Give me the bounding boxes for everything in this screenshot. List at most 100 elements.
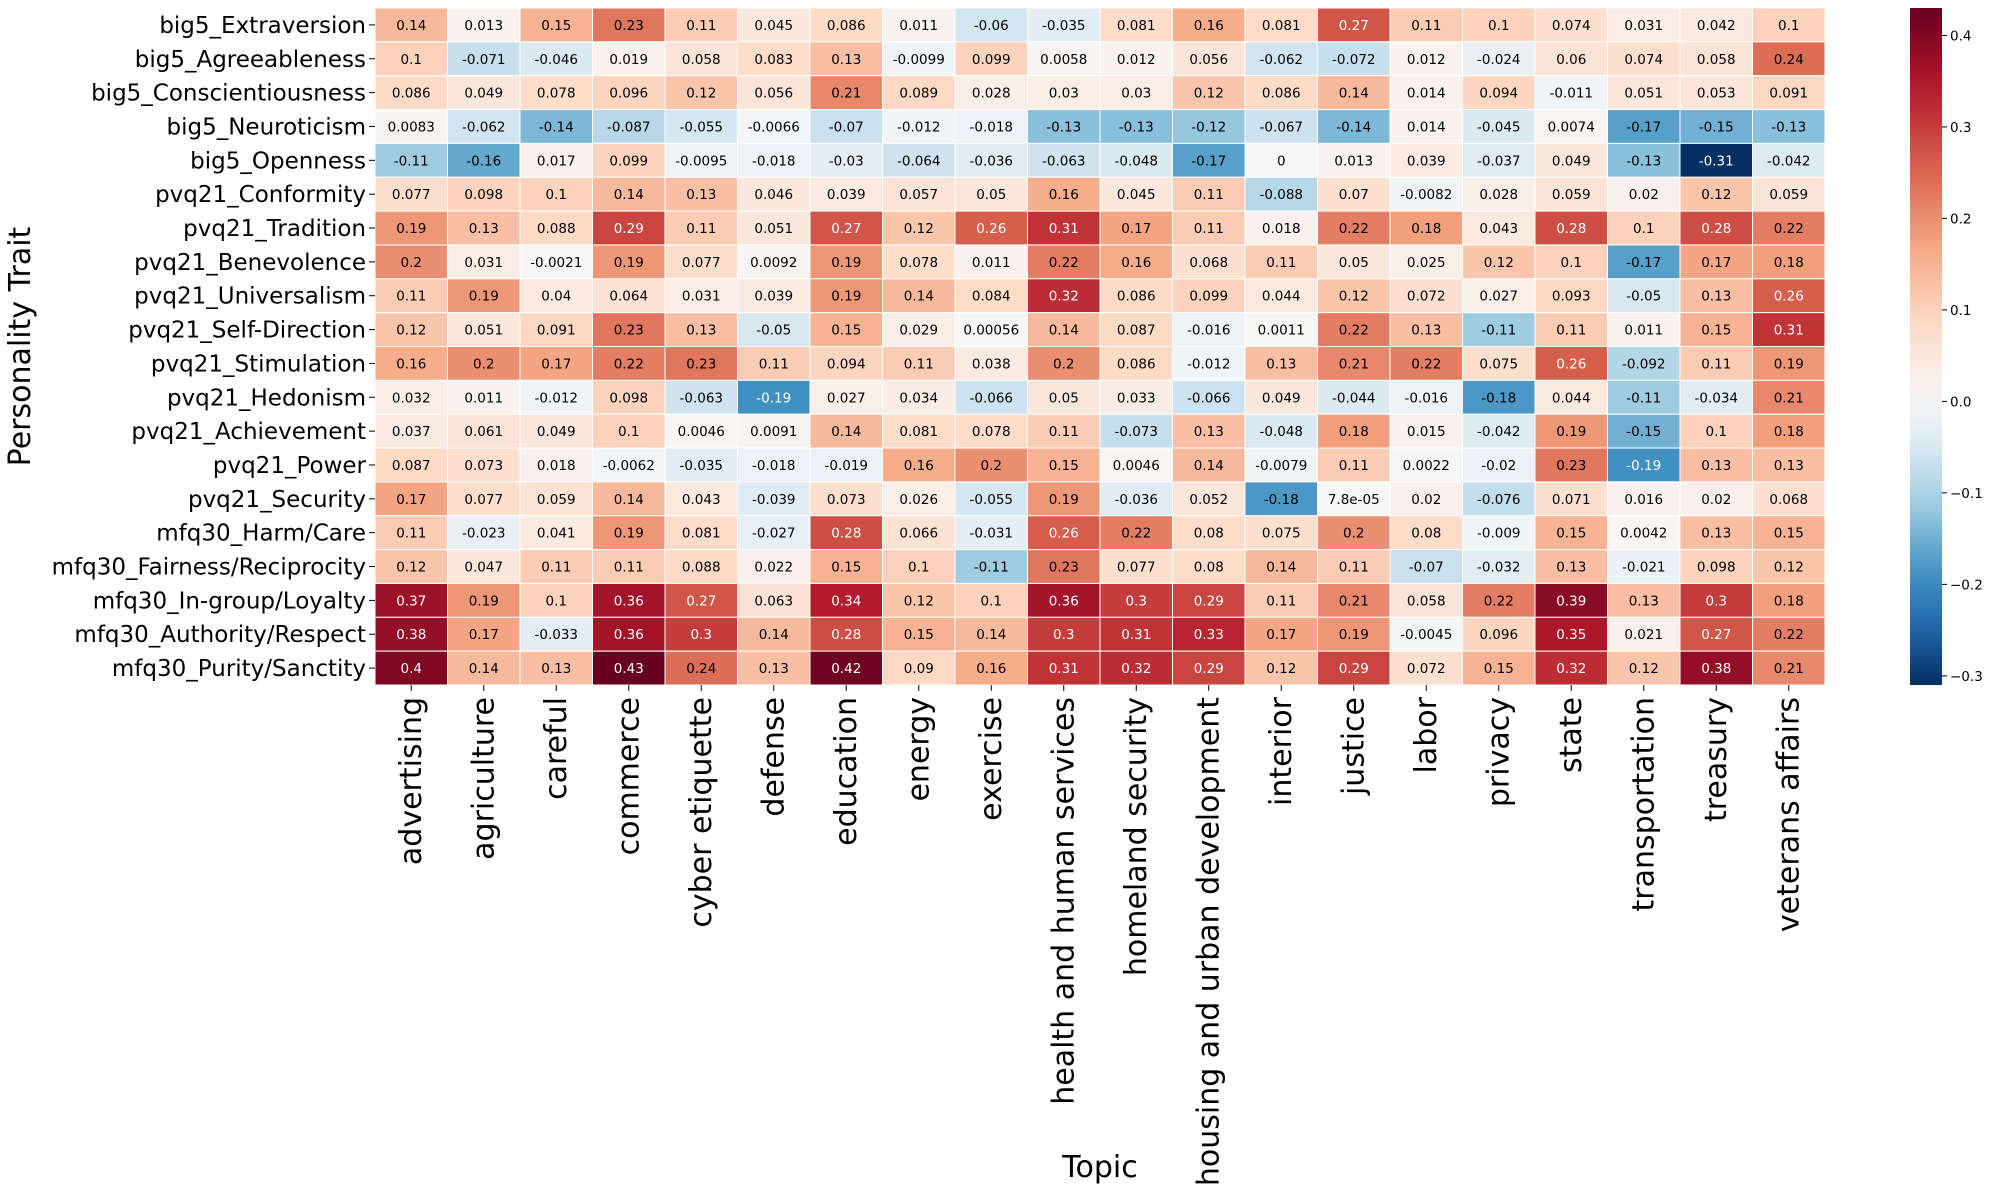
cell-value-label: 0.13 bbox=[541, 661, 571, 677]
heatmap-cell bbox=[882, 7, 956, 43]
cell-value-label: -0.07 bbox=[1409, 560, 1444, 576]
heatmap-cell bbox=[1752, 379, 1826, 415]
heatmap-cell bbox=[1172, 7, 1246, 43]
cell-value-label: 0.071 bbox=[1552, 492, 1591, 508]
cell-value-label: 0.066 bbox=[899, 526, 938, 542]
cell-value-label: 0.12 bbox=[396, 560, 426, 576]
cell-value-label: 0.086 bbox=[1117, 356, 1156, 372]
cell-value-label: 0.13 bbox=[1701, 289, 1731, 305]
cell-value-label: -0.0099 bbox=[893, 52, 945, 68]
cell-value-label: -0.071 bbox=[462, 52, 506, 68]
cell-value-label: -0.11 bbox=[974, 560, 1009, 576]
cell-value-label: 0.23 bbox=[686, 356, 716, 372]
heatmap-cell bbox=[1172, 312, 1246, 347]
cell-value-label: 0.0042 bbox=[1620, 526, 1667, 542]
heatmap-cell bbox=[1462, 142, 1536, 178]
cell-value-label: 0.12 bbox=[904, 593, 934, 609]
heatmap-cell bbox=[809, 549, 883, 584]
cell-value-label: -0.039 bbox=[752, 492, 796, 508]
heatmap-cell bbox=[1607, 549, 1681, 584]
cell-value-label: 0.18 bbox=[1774, 593, 1804, 609]
y-tick-label: pvq21_Self-Direction bbox=[128, 318, 366, 344]
heatmap-cells: 0.14 0.013 0.15 0.23 0.11 0.045 0.086 0.011 -0.0… bbox=[374, 7, 1826, 686]
cell-value-label: 0.068 bbox=[1769, 492, 1808, 508]
cell-value-label: -0.009 bbox=[1477, 526, 1521, 542]
heatmap-cell bbox=[592, 650, 666, 686]
heatmap-cell bbox=[809, 515, 883, 551]
cell-value-label: 0.056 bbox=[1189, 52, 1228, 68]
cell-value-label: 0.28 bbox=[831, 627, 861, 643]
heatmap-cell bbox=[374, 650, 448, 686]
heatmap-cell bbox=[954, 650, 1028, 686]
cell-value-label: 0.011 bbox=[464, 390, 503, 406]
heatmap-cell bbox=[519, 413, 593, 449]
heatmap-cell bbox=[1679, 616, 1753, 652]
cell-value-label: 0.13 bbox=[759, 661, 789, 677]
cell-value-label: 0.17 bbox=[541, 356, 571, 372]
heatmap-cell bbox=[519, 346, 593, 381]
cell-value-label: 0.051 bbox=[754, 221, 793, 237]
cell-value-label: 0.11 bbox=[396, 526, 426, 542]
cell-value-label: 0.22 bbox=[1774, 221, 1804, 237]
cell-value-label: 0.21 bbox=[831, 86, 861, 102]
heatmap-cell bbox=[1099, 582, 1173, 618]
heatmap-cell bbox=[1027, 616, 1101, 652]
cell-value-label: -0.062 bbox=[1259, 52, 1303, 68]
x-tick-label: exercise bbox=[974, 697, 1009, 821]
heatmap-cell bbox=[809, 413, 883, 449]
cell-value-label: 0.027 bbox=[827, 390, 866, 406]
cell-value-label: 0.077 bbox=[1117, 560, 1156, 576]
cell-value-label: 0.041 bbox=[537, 526, 576, 542]
heatmap-cell bbox=[882, 210, 956, 246]
cell-value-label: 0.086 bbox=[392, 86, 431, 102]
heatmap-cell bbox=[954, 515, 1028, 551]
cell-value-label: 0.23 bbox=[1556, 458, 1586, 474]
heatmap-cell bbox=[374, 7, 448, 43]
cell-value-label: 0.11 bbox=[1194, 187, 1224, 203]
heatmap-cell bbox=[737, 447, 811, 483]
heatmap-cell bbox=[1534, 582, 1608, 618]
cell-value-label: 0.1 bbox=[1633, 221, 1654, 237]
heatmap-cell bbox=[1172, 549, 1246, 584]
heatmap-cell bbox=[1389, 447, 1463, 483]
cell-value-label: -0.036 bbox=[969, 153, 1013, 169]
cell-value-label: 0.047 bbox=[464, 560, 503, 576]
cell-value-label: -0.15 bbox=[1699, 119, 1734, 135]
cell-value-label: 0.014 bbox=[1407, 119, 1446, 135]
cell-value-label: -0.19 bbox=[1626, 458, 1661, 474]
heatmap-cell bbox=[1317, 379, 1391, 415]
heatmap-cell bbox=[737, 244, 811, 280]
cell-value-label: 0.1 bbox=[1706, 424, 1727, 440]
cell-value-label: 0.0074 bbox=[1548, 119, 1595, 135]
heatmap-cell bbox=[1317, 7, 1391, 43]
heatmap-cell bbox=[374, 515, 448, 551]
heatmap-cell bbox=[1244, 616, 1318, 652]
cell-value-label: 0.23 bbox=[614, 18, 644, 34]
x-tick-label: justice bbox=[1336, 697, 1371, 796]
heatmap-cell bbox=[519, 312, 593, 347]
cell-value-label: 0.2 bbox=[1053, 356, 1074, 372]
cell-value-label: 0.26 bbox=[1774, 289, 1804, 305]
cell-value-label: 0.011 bbox=[1624, 323, 1663, 339]
colorbar-tick-label: 0.2 bbox=[1950, 211, 1971, 227]
y-tick-label: mfq30_Fairness/Reciprocity bbox=[52, 555, 366, 581]
heatmap-cell bbox=[809, 582, 883, 618]
heatmap-cell bbox=[954, 176, 1028, 212]
heatmap-cell bbox=[1534, 7, 1608, 43]
cell-value-label: 0.2 bbox=[981, 458, 1002, 474]
heatmap-cell bbox=[882, 650, 956, 686]
heatmap-cell bbox=[592, 413, 666, 449]
heatmap-cell bbox=[592, 379, 666, 415]
heatmap-cell bbox=[1534, 650, 1608, 686]
heatmap-cell bbox=[664, 413, 738, 449]
cell-value-label: 0.087 bbox=[1117, 323, 1156, 339]
cell-value-label: 0.013 bbox=[1334, 153, 1373, 169]
cell-value-label: 0.13 bbox=[1701, 458, 1731, 474]
cell-value-label: 0.073 bbox=[464, 458, 503, 474]
cell-value-label: 0.15 bbox=[1484, 661, 1514, 677]
cell-value-label: 0.18 bbox=[1774, 255, 1804, 271]
cell-value-label: 0.36 bbox=[1049, 593, 1079, 609]
heatmap-cell bbox=[1099, 142, 1173, 178]
x-tick-label: privacy bbox=[1481, 697, 1516, 807]
x-tick-label: interior bbox=[1264, 696, 1299, 806]
